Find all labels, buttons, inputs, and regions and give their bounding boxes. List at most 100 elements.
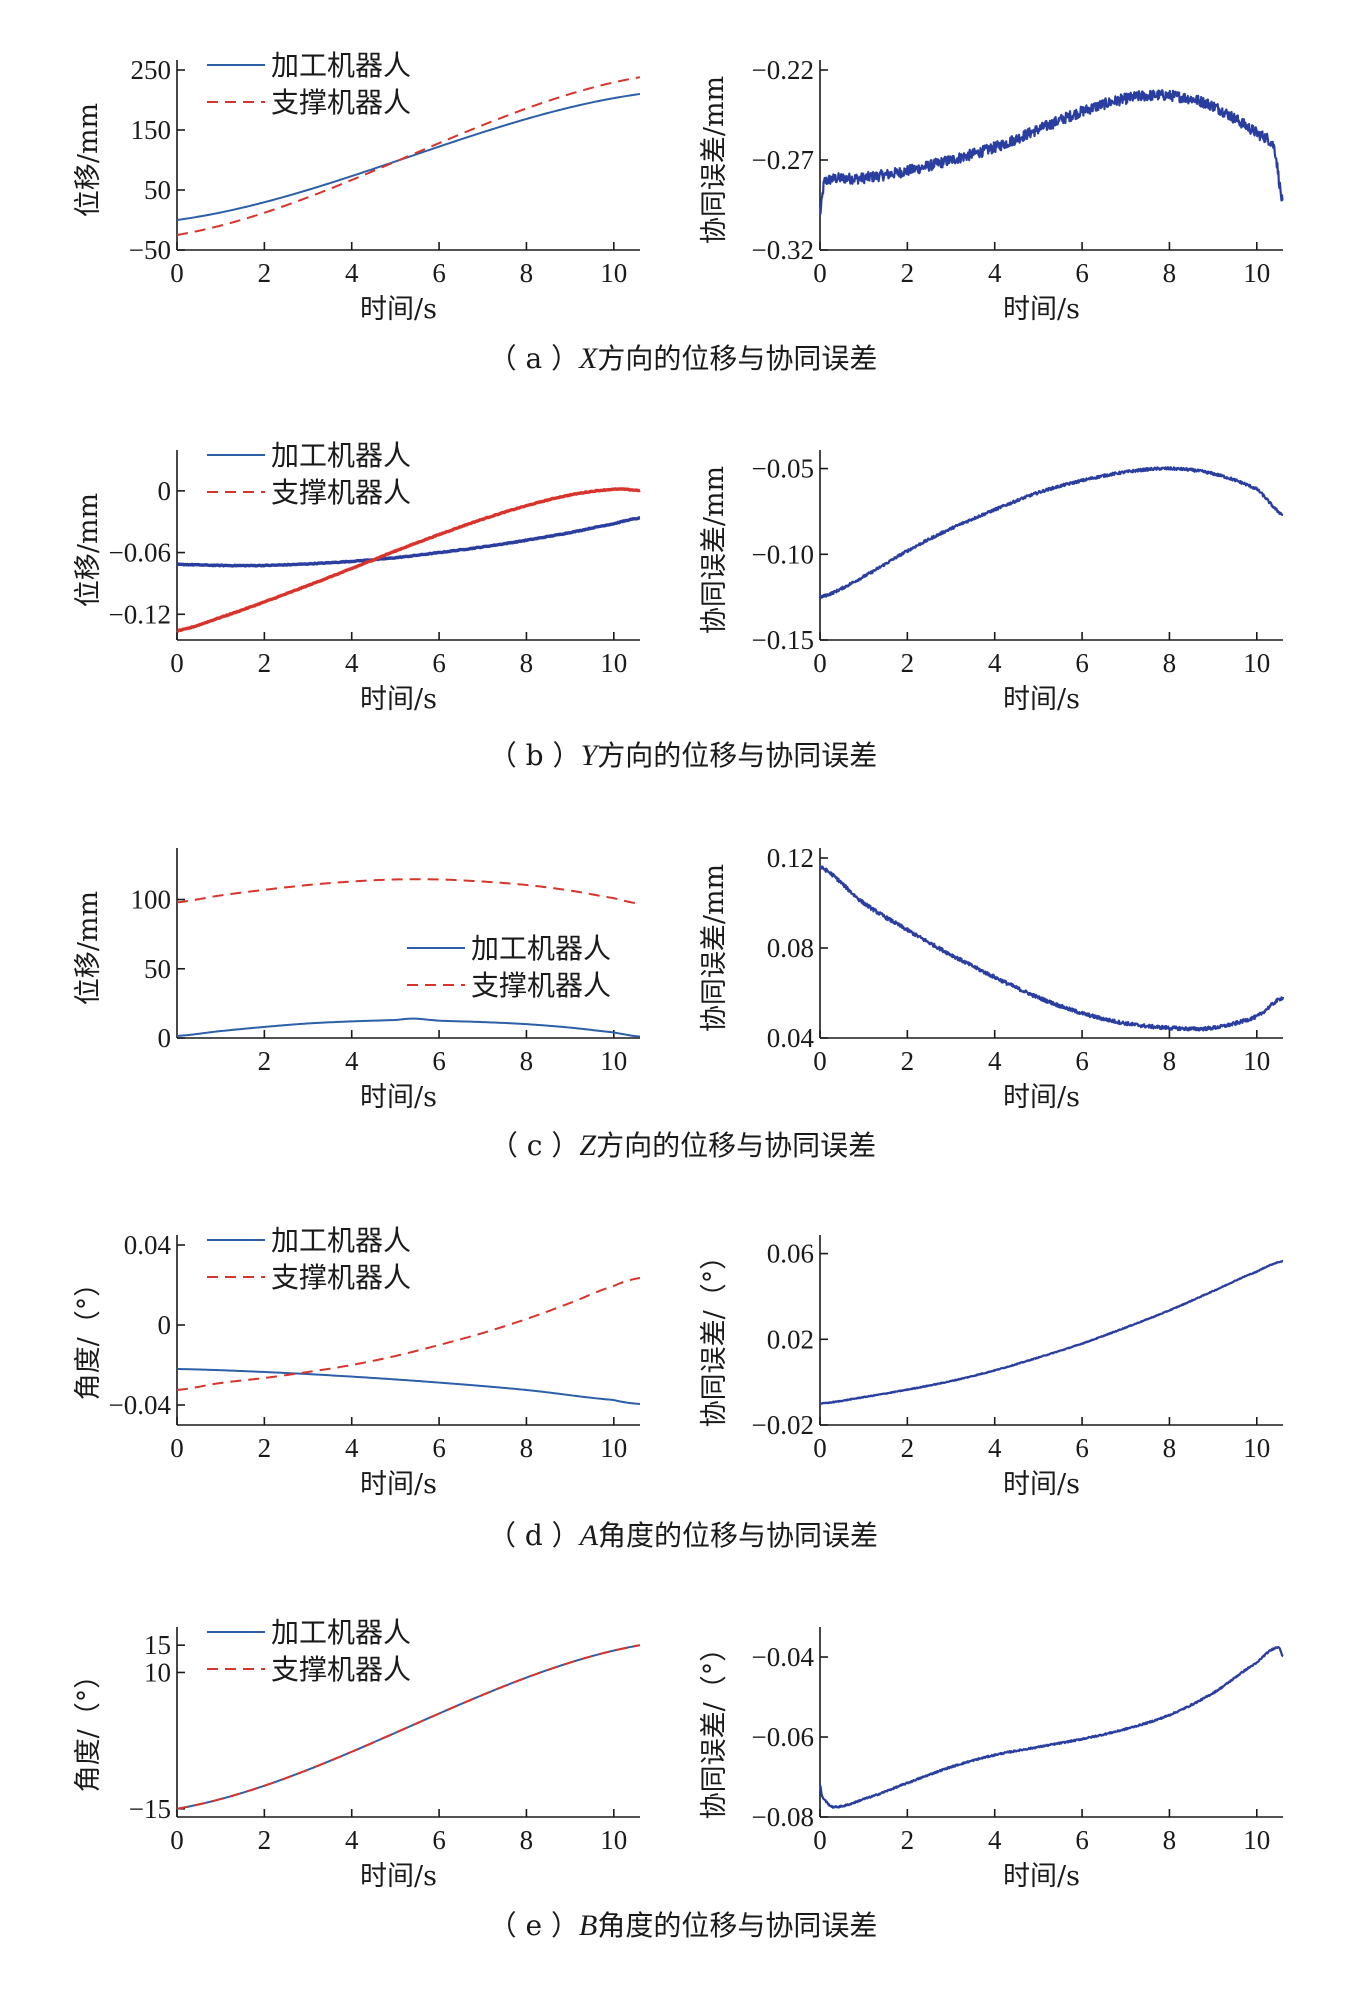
series-line-1 (819, 1259, 1284, 1405)
chart-c-right: 0 2 4 6 8 10 0.04 0.08 0.12 时间/s 协同误差/mm (699, 843, 1285, 1113)
caption-prefix: （ b ） (489, 739, 581, 772)
x-tick-label: 6 (1075, 1825, 1089, 1855)
x-tick-label: 0 (813, 1433, 827, 1463)
x-axis-label: 时间/s (1003, 1082, 1080, 1113)
chart-a-right: 0 2 4 6 8 10 −0.32 −0.27 −0.22 时间/s 协同误差/mm (699, 55, 1284, 325)
y-tick-label: −15 (129, 1794, 171, 1824)
series-line-2 (176, 76, 641, 236)
series-line-1 (818, 466, 1284, 599)
series-line-2 (176, 1277, 641, 1391)
x-tick-label: 4 (345, 1046, 359, 1076)
x-tick-label: 10 (600, 258, 627, 288)
x-tick-label: 2 (901, 258, 915, 288)
x-tick-label: 10 (1243, 1046, 1270, 1076)
x-tick-label: 8 (1163, 258, 1177, 288)
y-tick-label: −0.10 (752, 539, 814, 569)
y-axis-label: 位移/mm (73, 103, 104, 217)
legend-label-1: 加工机器人 (271, 1224, 411, 1257)
y-axis-label: 协同误差/mm (699, 466, 730, 634)
x-tick-label: 0 (170, 1825, 184, 1855)
y-tick-label: −0.22 (752, 55, 814, 85)
x-tick-label: 4 (988, 1825, 1002, 1855)
x-tick-label: 10 (600, 648, 627, 678)
x-tick-label: 2 (901, 648, 915, 678)
x-tick-label: 8 (1163, 1433, 1177, 1463)
x-tick-label: 2 (258, 1046, 272, 1076)
y-tick-label: −0.06 (752, 1722, 814, 1752)
series-line-2 (176, 878, 641, 905)
caption-letter: Y (581, 739, 601, 772)
x-tick-label: 6 (432, 1046, 446, 1076)
caption-letter: Z (579, 1129, 596, 1162)
caption-2: （ b ）Y方向的位移与协同误差 (489, 739, 877, 772)
y-axis-label: 角度/（°） (73, 1662, 104, 1793)
x-tick-label: 8 (520, 1046, 534, 1076)
x-tick-label: 6 (432, 1825, 446, 1855)
x-tick-label: 8 (1163, 1046, 1177, 1076)
y-tick-label: −0.12 (109, 599, 171, 629)
x-tick-label: 6 (432, 648, 446, 678)
x-tick-label: 8 (520, 648, 534, 678)
x-tick-label: 10 (600, 1825, 627, 1855)
x-axis-label: 时间/s (1003, 1469, 1080, 1500)
series-line-2 (176, 487, 641, 633)
y-tick-label: −50 (129, 235, 171, 265)
caption-4: （ d ）A角度的位移与协同误差 (488, 1519, 878, 1552)
y-tick-label: 15 (144, 1630, 171, 1660)
caption-1: （ a ）X方向的位移与协同误差 (489, 342, 878, 375)
caption-letter: A (578, 1519, 599, 1552)
chart-e-right: 0 2 4 6 8 10 −0.08 −0.06 −0.04 时间/s 协同误差/（°） (699, 1627, 1284, 1892)
y-tick-label: −0.04 (752, 1642, 815, 1672)
y-tick-label: −0.15 (752, 625, 814, 655)
y-tick-label: 0.04 (767, 1023, 815, 1053)
x-tick-label: 4 (988, 258, 1002, 288)
caption-text: 方向的位移与协同误差 (596, 1129, 876, 1162)
x-tick-label: 8 (520, 1433, 534, 1463)
legend-label-2: 支撑机器人 (271, 476, 411, 509)
x-tick-label: 10 (1243, 1433, 1270, 1463)
x-tick-label: 0 (813, 648, 827, 678)
x-tick-label: 4 (988, 648, 1002, 678)
x-tick-label: 4 (345, 258, 359, 288)
x-tick-label: 6 (1075, 648, 1089, 678)
y-tick-label: 0 (158, 1023, 172, 1053)
legend-label-2: 支撑机器人 (471, 969, 611, 1002)
x-tick-label: 2 (258, 648, 272, 678)
x-tick-label: 2 (901, 1825, 915, 1855)
y-axis-label: 协同误差/（°） (699, 1243, 730, 1428)
legend-label-1: 加工机器人 (271, 1616, 411, 1649)
series-line-1 (176, 516, 641, 568)
x-tick-label: 4 (988, 1433, 1002, 1463)
x-tick-label: 6 (432, 1433, 446, 1463)
series-line-1 (819, 865, 1285, 1032)
x-tick-label: 2 (258, 1433, 272, 1463)
y-tick-label: −0.08 (752, 1802, 814, 1832)
x-tick-label: 8 (1163, 1825, 1177, 1855)
y-tick-label: −0.06 (109, 538, 171, 568)
x-tick-label: 10 (1243, 648, 1270, 678)
caption-prefix: （ c ） (490, 1129, 579, 1162)
x-tick-label: 2 (258, 1825, 272, 1855)
x-tick-label: 0 (813, 1046, 827, 1076)
caption-3: （ c ）Z方向的位移与协同误差 (490, 1129, 876, 1162)
caption-letter: X (578, 342, 599, 375)
x-axis-label: 时间/s (360, 294, 437, 325)
x-axis-label: 时间/s (1003, 1861, 1080, 1892)
y-axis-label: 位移/mm (73, 891, 104, 1005)
y-axis-label: 协同误差/（°） (699, 1635, 730, 1820)
x-tick-label: 4 (988, 1046, 1002, 1076)
y-tick-label: −0.02 (752, 1410, 814, 1440)
caption-prefix: （ d ） (488, 1519, 580, 1552)
x-tick-label: 2 (258, 258, 272, 288)
caption-text: 方向的位移与协同误差 (597, 739, 877, 772)
y-tick-label: −0.32 (752, 235, 814, 265)
x-tick-label: 8 (1163, 648, 1177, 678)
y-tick-label: 250 (131, 55, 172, 85)
caption-text: 方向的位移与协同误差 (597, 342, 877, 375)
caption-text: 角度的位移与协同误差 (598, 1519, 878, 1552)
y-tick-label: 0.04 (124, 1230, 172, 1260)
y-tick-label: 10 (144, 1657, 171, 1687)
